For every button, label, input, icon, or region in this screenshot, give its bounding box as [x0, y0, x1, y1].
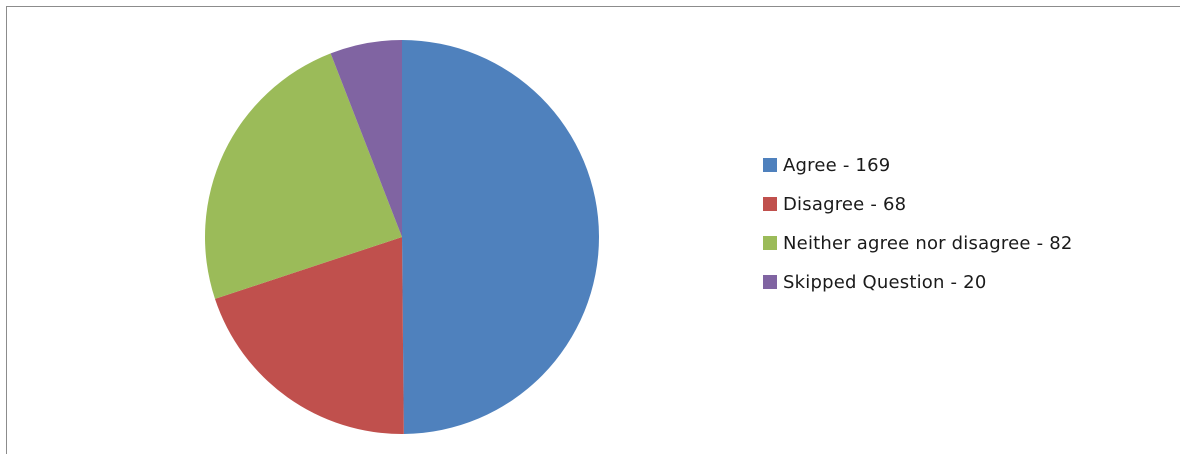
chart-area: Agree - 169 Disagree - 68 Neither agree no…: [6, 6, 1180, 454]
legend-item-skipped-question: Skipped Question - 20: [763, 271, 1073, 293]
legend-swatch: [763, 236, 777, 250]
pie-slice-skipped-question: [330, 40, 402, 237]
legend-item-agree: Agree - 169: [763, 154, 1073, 176]
pie-slice-disagree: [214, 237, 404, 435]
legend-label: Disagree - 68: [783, 193, 907, 215]
legend-label: Neither agree nor disagree - 82: [783, 232, 1073, 254]
legend-swatch: [763, 197, 777, 211]
legend-swatch: [763, 158, 777, 172]
pie-slice-agree: [402, 40, 600, 434]
pie-slices: [205, 40, 600, 435]
legend-item-disagree: Disagree - 68: [763, 193, 1073, 215]
legend-swatch: [763, 275, 777, 289]
pie-slice-neither-agree-nor-disagree: [205, 53, 402, 299]
pie-chart: [205, 40, 600, 435]
chart-legend: Agree - 169 Disagree - 68 Neither agree no…: [763, 154, 1073, 310]
legend-label: Skipped Question - 20: [783, 271, 987, 293]
legend-item-neither-agree-nor-disagree: Neither agree nor disagree - 82: [763, 232, 1073, 254]
legend-label: Agree - 169: [783, 154, 891, 176]
